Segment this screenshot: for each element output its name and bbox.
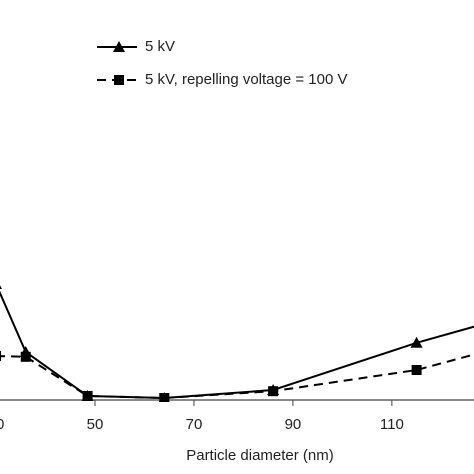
x-tick-label: 50 (87, 416, 104, 433)
plot-area (0, 285, 474, 402)
marker (268, 386, 279, 397)
x-tick-label: 90 (285, 416, 302, 433)
legend-label: 5 kV (145, 38, 175, 55)
legend-label: 5 kV, repelling voltage = 100 V (145, 71, 348, 88)
marker (82, 391, 93, 401)
series-line (0, 353, 474, 400)
x-tick-label: 110 (380, 416, 404, 433)
marker (20, 351, 31, 362)
marker (159, 393, 170, 402)
x-tick-label: 70 (186, 416, 203, 433)
x-axis-label: Particle diameter (nm) (186, 447, 334, 464)
marker (410, 336, 423, 348)
marker (0, 351, 2, 361)
x-tick-label: 30 (0, 416, 4, 433)
marker (411, 365, 422, 375)
legend-marker (113, 41, 125, 52)
marker (0, 285, 3, 289)
legend-marker (114, 75, 124, 85)
series-line (0, 290, 474, 400)
